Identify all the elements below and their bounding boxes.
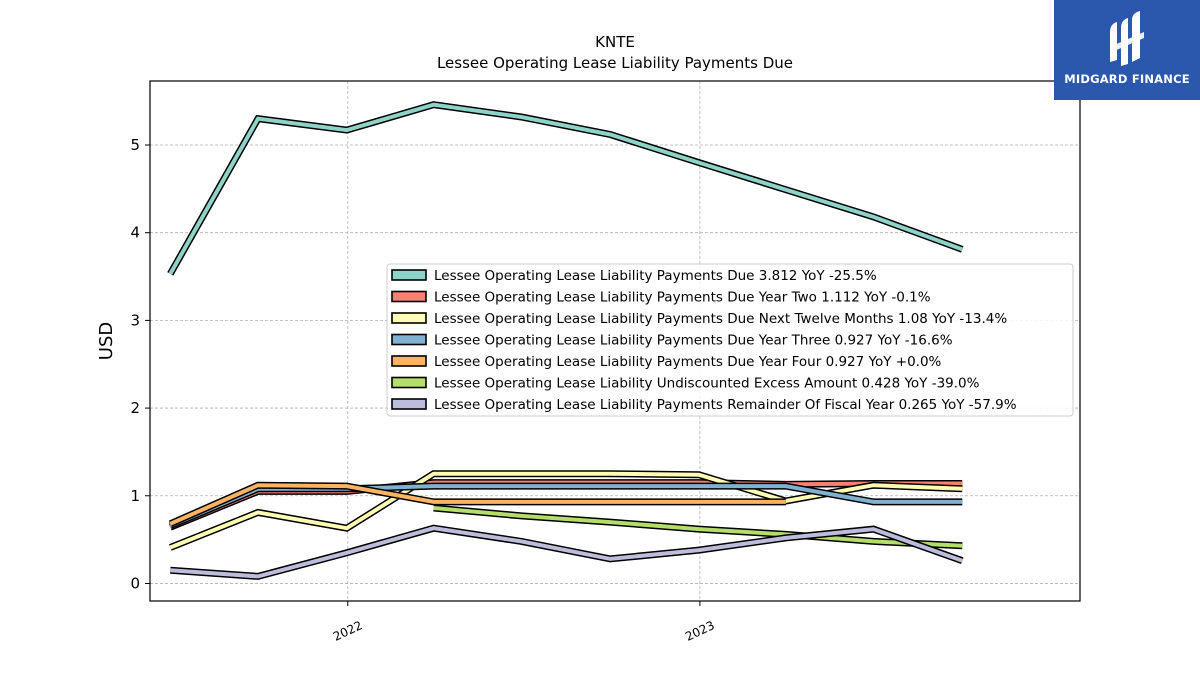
legend-label: Lessee Operating Lease Liability Payment… bbox=[434, 268, 877, 284]
legend-label: Lessee Operating Lease Liability Payment… bbox=[434, 397, 1017, 413]
x-tick-label: 2022 bbox=[331, 618, 365, 644]
legend-label: Lessee Operating Lease Liability Payment… bbox=[434, 333, 953, 349]
legend-label: Lessee Operating Lease Liability Payment… bbox=[434, 311, 1007, 327]
y-tick-label: 1 bbox=[130, 487, 140, 505]
y-axis-label: USD bbox=[96, 322, 117, 360]
chart-subtitle: Lessee Operating Lease Liability Payment… bbox=[437, 54, 793, 72]
plot-frame bbox=[149, 80, 1081, 602]
legend-swatch bbox=[391, 398, 427, 410]
series-line bbox=[169, 483, 786, 526]
chart-title: KNTE bbox=[595, 33, 635, 51]
legend-swatch bbox=[391, 312, 427, 324]
series-line bbox=[170, 526, 963, 579]
y-tick-label: 3 bbox=[130, 311, 140, 329]
logo-text: MIDGARD FINANCE bbox=[1064, 72, 1190, 86]
x-tick-label: 2023 bbox=[683, 618, 717, 644]
y-tick-label: 0 bbox=[130, 574, 140, 592]
legend: Lessee Operating Lease Liability Payment… bbox=[386, 263, 1074, 417]
y-tick-label: 5 bbox=[130, 136, 140, 154]
legend-swatch bbox=[391, 376, 427, 389]
brand-logo: MIDGARD FINANCE bbox=[1054, 0, 1200, 100]
series-lines bbox=[167, 101, 964, 580]
series-outline bbox=[167, 101, 964, 276]
logo-mark-icon bbox=[1110, 11, 1144, 66]
legend-frame bbox=[386, 263, 1074, 417]
legend-swatch bbox=[391, 290, 427, 303]
series-line bbox=[168, 102, 963, 275]
legend-swatch bbox=[391, 269, 427, 281]
x-axis: 2022 2023 bbox=[331, 601, 717, 644]
y-tick-label: 4 bbox=[130, 224, 140, 242]
legend-swatch bbox=[391, 355, 427, 367]
legend-label: Lessee Operating Lease Liability Payment… bbox=[434, 354, 942, 370]
legend-swatch bbox=[391, 333, 427, 346]
legend-label: Lessee Operating Lease Liability Undisco… bbox=[434, 376, 980, 392]
legend-label: Lessee Operating Lease Liability Payment… bbox=[434, 290, 931, 306]
y-axis: 0 1 2 3 4 5 bbox=[130, 136, 150, 592]
series-line bbox=[433, 506, 963, 548]
y-tick-label: 2 bbox=[130, 399, 140, 417]
